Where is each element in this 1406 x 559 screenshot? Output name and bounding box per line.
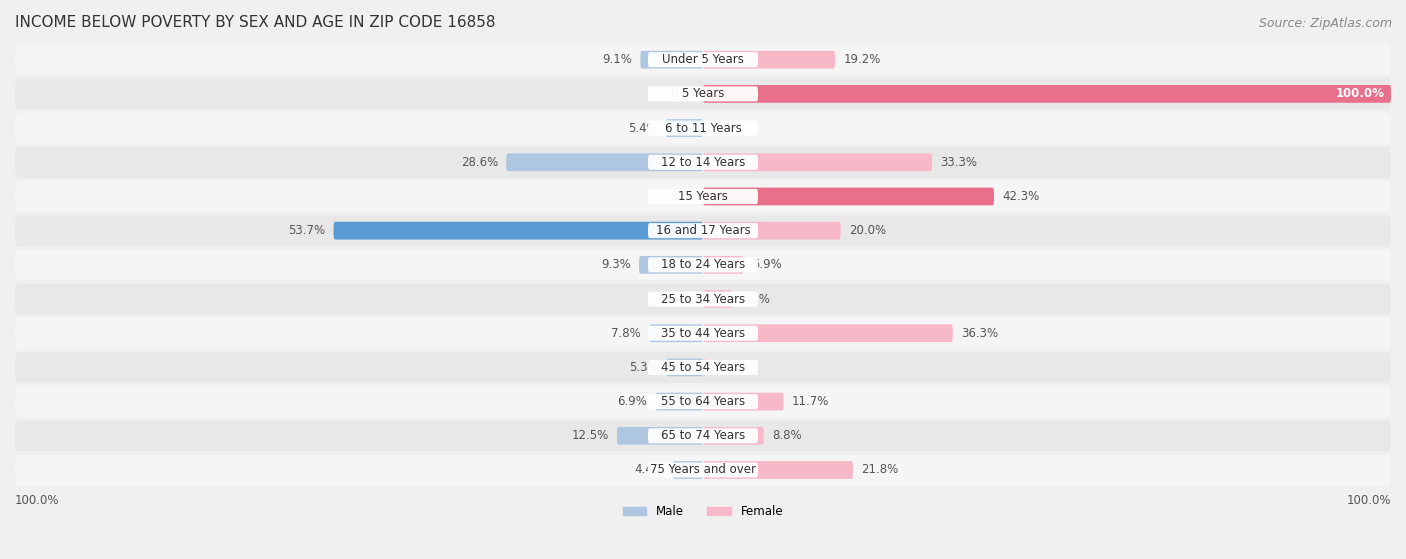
- Text: 100.0%: 100.0%: [1347, 494, 1391, 507]
- Text: 0.0%: 0.0%: [706, 121, 737, 135]
- FancyBboxPatch shape: [666, 358, 703, 376]
- FancyBboxPatch shape: [648, 462, 758, 477]
- Text: 0.0%: 0.0%: [669, 87, 700, 101]
- FancyBboxPatch shape: [648, 52, 758, 67]
- Text: 20.0%: 20.0%: [849, 224, 886, 237]
- Text: 45 to 54 Years: 45 to 54 Years: [661, 361, 745, 374]
- Text: 0.0%: 0.0%: [669, 190, 700, 203]
- FancyBboxPatch shape: [703, 461, 853, 479]
- FancyBboxPatch shape: [15, 44, 1391, 75]
- FancyBboxPatch shape: [15, 420, 1391, 451]
- Text: 12 to 14 Years: 12 to 14 Years: [661, 156, 745, 169]
- Text: 28.6%: 28.6%: [461, 156, 498, 169]
- FancyBboxPatch shape: [648, 394, 758, 409]
- Text: 100.0%: 100.0%: [1336, 87, 1384, 101]
- FancyBboxPatch shape: [617, 427, 703, 445]
- FancyBboxPatch shape: [648, 121, 758, 136]
- FancyBboxPatch shape: [650, 324, 703, 342]
- FancyBboxPatch shape: [703, 85, 1391, 103]
- Text: 9.1%: 9.1%: [602, 53, 633, 66]
- FancyBboxPatch shape: [638, 256, 703, 274]
- Text: 0.35%: 0.35%: [714, 361, 751, 374]
- Text: 5.4%: 5.4%: [628, 121, 658, 135]
- Text: 9.3%: 9.3%: [600, 258, 631, 271]
- FancyBboxPatch shape: [703, 51, 835, 69]
- Text: 8.8%: 8.8%: [772, 429, 801, 442]
- FancyBboxPatch shape: [703, 324, 953, 342]
- Text: 6.9%: 6.9%: [617, 395, 647, 408]
- FancyBboxPatch shape: [15, 181, 1391, 212]
- Text: 16 and 17 Years: 16 and 17 Years: [655, 224, 751, 237]
- FancyBboxPatch shape: [703, 358, 706, 376]
- Text: 42.3%: 42.3%: [1002, 190, 1039, 203]
- FancyBboxPatch shape: [648, 86, 758, 101]
- FancyBboxPatch shape: [672, 461, 703, 479]
- FancyBboxPatch shape: [640, 51, 703, 69]
- FancyBboxPatch shape: [703, 188, 994, 205]
- Text: 5.9%: 5.9%: [752, 258, 782, 271]
- FancyBboxPatch shape: [703, 427, 763, 445]
- FancyBboxPatch shape: [648, 360, 758, 375]
- FancyBboxPatch shape: [15, 352, 1391, 383]
- FancyBboxPatch shape: [648, 257, 758, 272]
- Text: 75 Years and over: 75 Years and over: [650, 463, 756, 476]
- Text: 25 to 34 Years: 25 to 34 Years: [661, 292, 745, 306]
- Text: 0.0%: 0.0%: [669, 292, 700, 306]
- FancyBboxPatch shape: [666, 119, 703, 137]
- FancyBboxPatch shape: [15, 113, 1391, 144]
- FancyBboxPatch shape: [648, 189, 758, 204]
- FancyBboxPatch shape: [506, 153, 703, 171]
- Text: 55 to 64 Years: 55 to 64 Years: [661, 395, 745, 408]
- FancyBboxPatch shape: [15, 249, 1391, 280]
- Text: 65 to 74 Years: 65 to 74 Years: [661, 429, 745, 442]
- Text: INCOME BELOW POVERTY BY SEX AND AGE IN ZIP CODE 16858: INCOME BELOW POVERTY BY SEX AND AGE IN Z…: [15, 15, 495, 30]
- FancyBboxPatch shape: [15, 78, 1391, 109]
- FancyBboxPatch shape: [703, 290, 733, 308]
- Text: 5 Years: 5 Years: [682, 87, 724, 101]
- FancyBboxPatch shape: [648, 326, 758, 341]
- Text: 6 to 11 Years: 6 to 11 Years: [665, 121, 741, 135]
- FancyBboxPatch shape: [15, 454, 1391, 485]
- FancyBboxPatch shape: [648, 428, 758, 443]
- FancyBboxPatch shape: [648, 155, 758, 170]
- Text: 36.3%: 36.3%: [960, 326, 998, 340]
- Text: 5.3%: 5.3%: [628, 361, 658, 374]
- Text: Under 5 Years: Under 5 Years: [662, 53, 744, 66]
- Text: 7.8%: 7.8%: [612, 326, 641, 340]
- Text: Source: ZipAtlas.com: Source: ZipAtlas.com: [1258, 17, 1392, 30]
- Text: 4.4%: 4.4%: [634, 463, 665, 476]
- Text: 100.0%: 100.0%: [15, 494, 59, 507]
- Text: 53.7%: 53.7%: [288, 224, 325, 237]
- FancyBboxPatch shape: [703, 393, 783, 410]
- FancyBboxPatch shape: [15, 386, 1391, 417]
- Text: 11.7%: 11.7%: [792, 395, 830, 408]
- Text: 21.8%: 21.8%: [862, 463, 898, 476]
- Legend: Male, Female: Male, Female: [619, 501, 787, 523]
- FancyBboxPatch shape: [648, 223, 758, 238]
- Text: 15 Years: 15 Years: [678, 190, 728, 203]
- FancyBboxPatch shape: [703, 153, 932, 171]
- Text: 18 to 24 Years: 18 to 24 Years: [661, 258, 745, 271]
- Text: 19.2%: 19.2%: [844, 53, 880, 66]
- FancyBboxPatch shape: [655, 393, 703, 410]
- FancyBboxPatch shape: [15, 318, 1391, 349]
- FancyBboxPatch shape: [333, 222, 703, 240]
- FancyBboxPatch shape: [703, 222, 841, 240]
- FancyBboxPatch shape: [15, 215, 1391, 246]
- FancyBboxPatch shape: [15, 283, 1391, 314]
- Text: 4.2%: 4.2%: [740, 292, 770, 306]
- FancyBboxPatch shape: [703, 256, 744, 274]
- Text: 33.3%: 33.3%: [941, 156, 977, 169]
- Text: 12.5%: 12.5%: [571, 429, 609, 442]
- FancyBboxPatch shape: [15, 147, 1391, 178]
- Text: 35 to 44 Years: 35 to 44 Years: [661, 326, 745, 340]
- FancyBboxPatch shape: [648, 291, 758, 306]
